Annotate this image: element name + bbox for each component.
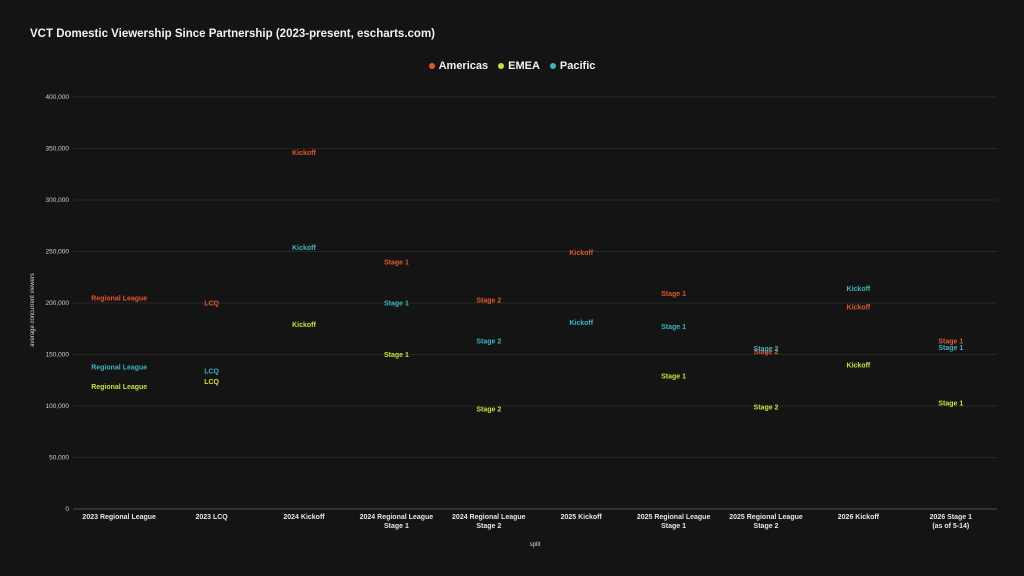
- data-point-emea: Regional League: [91, 384, 147, 391]
- x-tick-label: 2024 Regional League: [360, 514, 434, 521]
- data-point-emea: Kickoff: [292, 322, 316, 329]
- data-point-pacific: Stage 1: [938, 345, 963, 352]
- x-tick-label: 2024 Kickoff: [283, 514, 325, 521]
- data-point-pacific: Regional League: [91, 364, 147, 371]
- y-tick-label: 150,000: [46, 352, 70, 359]
- data-point-emea: Stage 1: [938, 400, 963, 407]
- data-point-pacific: Kickoff: [847, 286, 871, 293]
- data-point-americas: Stage 2: [754, 349, 779, 356]
- y-tick-label: 100,000: [46, 403, 70, 410]
- data-point-emea: Stage 1: [661, 374, 686, 381]
- legend-item-emea[interactable]: EMEA: [498, 60, 540, 72]
- y-tick-label: 0: [65, 506, 69, 513]
- x-tick-label: 2026 Stage 1: [930, 514, 973, 521]
- legend-swatch-pacific: [549, 63, 556, 69]
- y-tick-label: 250,000: [46, 249, 70, 256]
- data-point-emea: Stage 2: [754, 405, 779, 412]
- y-tick-label: 200,000: [46, 300, 70, 307]
- x-tick-label: 2024 Regional League: [452, 514, 526, 521]
- x-tick-label: 2026 Kickoff: [838, 514, 880, 521]
- data-point-americas: Kickoff: [569, 250, 593, 257]
- x-tick-label: 2025 Kickoff: [561, 514, 603, 521]
- legend-swatch-emea: [498, 63, 505, 69]
- x-tick-label: 2023 Regional League: [82, 514, 156, 521]
- legend-item-pacific[interactable]: Pacific: [549, 60, 596, 72]
- y-tick-label: 350,000: [46, 146, 70, 153]
- legend-swatch-americas: [428, 63, 435, 69]
- data-point-pacific: Stage 1: [661, 324, 686, 331]
- data-point-pacific: Kickoff: [292, 245, 316, 252]
- data-point-americas: Kickoff: [292, 150, 316, 157]
- data-point-pacific: Kickoff: [569, 320, 593, 327]
- x-tick-label: Stage 2: [476, 523, 501, 530]
- data-point-emea: Kickoff: [847, 362, 871, 369]
- data-point-emea: Stage 2: [476, 407, 501, 414]
- data-point-emea: Stage 1: [384, 352, 409, 359]
- x-tick-label: 2023 LCQ: [195, 514, 228, 521]
- data-point-americas: Kickoff: [847, 305, 871, 312]
- legend-label-pacific: Pacific: [559, 60, 596, 72]
- legend-label-emea: EMEA: [508, 60, 540, 72]
- legend-label-americas: Americas: [438, 60, 489, 72]
- x-tick-label: 2025 Regional League: [637, 514, 711, 521]
- x-tick-label: Stage 1: [661, 523, 686, 530]
- data-point-americas: Regional League: [91, 295, 147, 302]
- chart-title: VCT Domestic Viewership Since Partnershi…: [30, 28, 435, 40]
- y-axis-title: average concurrent viewers: [30, 273, 36, 347]
- data-point-americas: Stage 1: [938, 339, 963, 346]
- x-tick-label: 2025 Regional League: [729, 514, 803, 521]
- y-tick-label: 300,000: [46, 197, 70, 204]
- data-point-americas: Stage 1: [661, 291, 686, 298]
- x-tick-label: Stage 2: [754, 523, 779, 530]
- data-point-pacific: Stage 1: [384, 301, 409, 308]
- x-tick-label: (as of 5-14): [932, 523, 969, 530]
- data-point-emea: LCQ: [204, 379, 219, 386]
- x-axis-title: split: [530, 542, 541, 548]
- y-tick-label: 50,000: [49, 455, 69, 462]
- y-tick-label: 400,000: [46, 94, 70, 101]
- data-point-americas: Stage 2: [476, 297, 501, 304]
- data-point-pacific: LCQ: [204, 368, 219, 375]
- data-point-americas: LCQ: [204, 301, 219, 308]
- legend-item-americas[interactable]: Americas: [428, 60, 489, 72]
- x-tick-label: Stage 1: [384, 523, 409, 530]
- data-point-pacific: Stage 2: [754, 346, 779, 353]
- legend: Americas EMEA Pacific: [0, 60, 1024, 72]
- data-point-pacific: Stage 2: [476, 339, 501, 346]
- data-point-americas: Stage 1: [384, 259, 409, 266]
